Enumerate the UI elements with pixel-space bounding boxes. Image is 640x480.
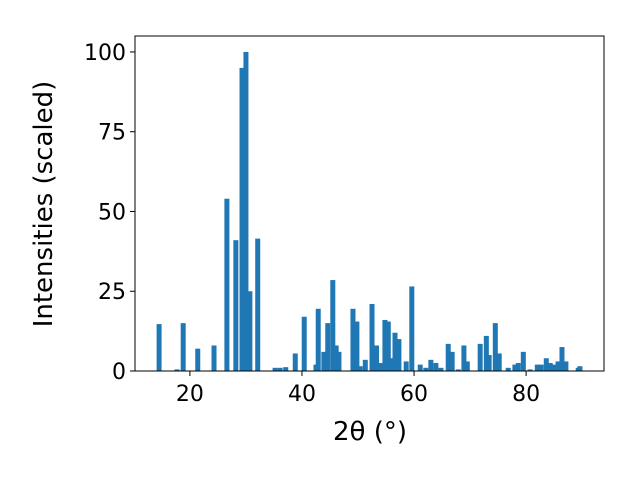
bar xyxy=(538,364,544,371)
bar xyxy=(321,351,327,371)
bar xyxy=(505,367,511,371)
x-tick-label: 80 xyxy=(512,382,540,407)
bar xyxy=(428,359,434,371)
bar xyxy=(224,198,230,371)
bar xyxy=(156,324,162,371)
bar xyxy=(403,361,409,371)
bar xyxy=(417,364,423,371)
bar xyxy=(483,335,489,371)
plot-frame xyxy=(134,35,605,372)
y-tick-label: 100 xyxy=(84,41,126,66)
bar xyxy=(477,343,483,371)
x-tick-label: 60 xyxy=(400,382,428,407)
bar xyxy=(438,367,444,371)
bar xyxy=(333,345,339,371)
bar xyxy=(445,343,451,371)
bar xyxy=(272,367,278,371)
bar xyxy=(486,355,492,371)
x-tick-label: 40 xyxy=(288,382,316,407)
bar xyxy=(369,304,375,371)
bar xyxy=(180,323,186,371)
bar xyxy=(464,361,470,371)
bar xyxy=(449,351,455,371)
bar xyxy=(277,367,283,371)
y-tick-label: 0 xyxy=(112,360,126,385)
bar xyxy=(392,332,398,371)
bar xyxy=(382,319,388,371)
bar xyxy=(527,369,533,371)
bar xyxy=(559,347,565,371)
y-tick-label: 75 xyxy=(98,121,126,146)
bar xyxy=(350,308,356,371)
y-tick-label: 25 xyxy=(98,280,126,305)
bar xyxy=(301,316,307,371)
bar xyxy=(534,364,540,371)
bar xyxy=(547,363,553,371)
bar xyxy=(354,321,360,371)
x-tick-label: 20 xyxy=(176,382,204,407)
bar xyxy=(357,366,363,371)
bar xyxy=(243,51,249,371)
bar xyxy=(374,345,380,371)
bar xyxy=(520,351,526,371)
bar xyxy=(433,363,439,371)
bar xyxy=(336,351,342,371)
bar xyxy=(255,238,261,371)
bar xyxy=(325,323,331,371)
bar xyxy=(315,308,321,371)
bar xyxy=(385,321,391,371)
bar xyxy=(423,367,429,371)
bar xyxy=(378,363,384,371)
bar xyxy=(211,345,217,371)
x-axis-label: 2θ (°) xyxy=(333,417,407,447)
bar xyxy=(283,367,289,371)
bar xyxy=(555,361,561,371)
bar xyxy=(461,345,467,371)
bar xyxy=(563,361,569,371)
bar xyxy=(396,339,402,371)
bar xyxy=(492,323,498,371)
bar xyxy=(233,240,239,371)
bar xyxy=(496,353,502,371)
y-tick-label: 50 xyxy=(98,200,126,225)
bar xyxy=(292,353,298,371)
bar xyxy=(409,286,415,371)
bar xyxy=(543,358,549,371)
bar xyxy=(247,291,253,371)
bar xyxy=(362,359,368,371)
bar xyxy=(577,366,583,371)
bar xyxy=(515,363,521,371)
bar xyxy=(195,348,201,371)
bar xyxy=(330,280,336,371)
bar xyxy=(551,364,557,371)
y-axis-label: Intensities (scaled) xyxy=(29,81,59,328)
bar xyxy=(239,67,245,372)
bar xyxy=(388,358,394,371)
bar xyxy=(512,364,518,371)
bar xyxy=(455,369,461,371)
bar xyxy=(174,369,180,371)
